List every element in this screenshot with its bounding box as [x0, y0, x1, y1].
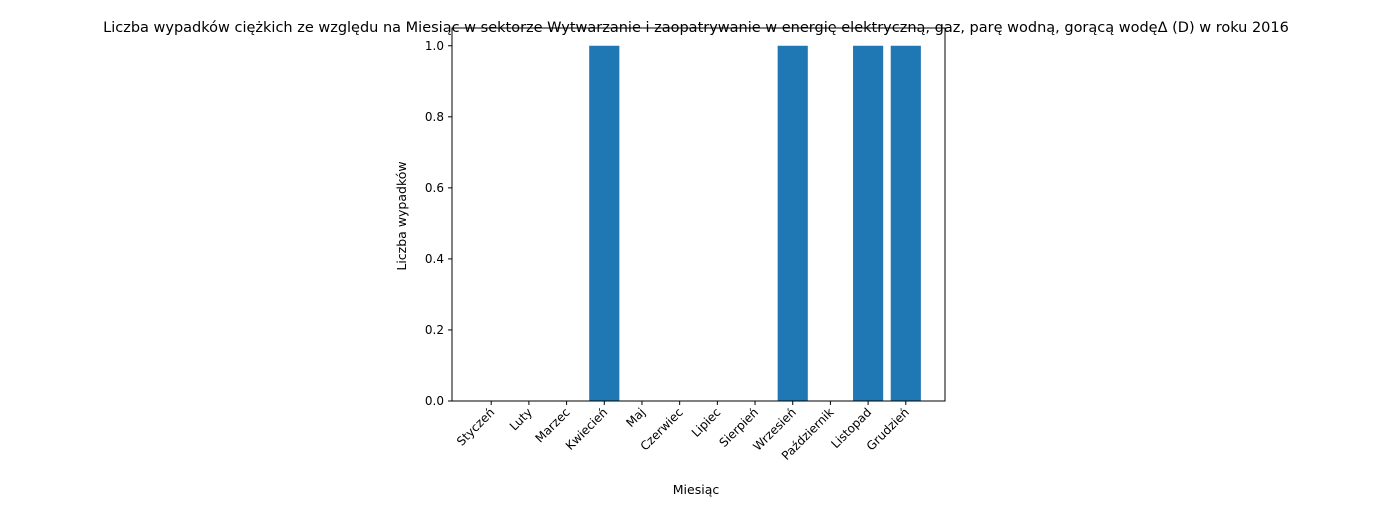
x-tick-label: Maj: [623, 405, 648, 430]
x-tick-label: Lipiec: [689, 405, 724, 440]
y-axis-label: Liczba wypadków: [394, 161, 409, 270]
y-tick-label: 0.2: [425, 323, 444, 337]
x-axis-label: Miesiąc: [673, 482, 720, 497]
x-tick-label: Styczeń: [454, 405, 497, 448]
bar-3: [589, 45, 620, 402]
y-ticks-group: 0.0 0.2 0.4 0.6 0.8 1.0: [425, 39, 452, 408]
y-tick-label: 0.4: [425, 252, 444, 266]
y-tick-label: 1.0: [425, 39, 444, 53]
y-tick-label: 0.0: [425, 394, 444, 408]
y-tick-label: 0.8: [425, 110, 444, 124]
plot-frame: [451, 27, 946, 402]
bar-8: [777, 45, 808, 402]
x-tick-label: Luty: [507, 405, 535, 433]
bar-11: [890, 45, 921, 402]
y-tick-label: 0.6: [425, 181, 444, 195]
bar-10: [853, 45, 884, 402]
bars-group: [589, 45, 921, 402]
